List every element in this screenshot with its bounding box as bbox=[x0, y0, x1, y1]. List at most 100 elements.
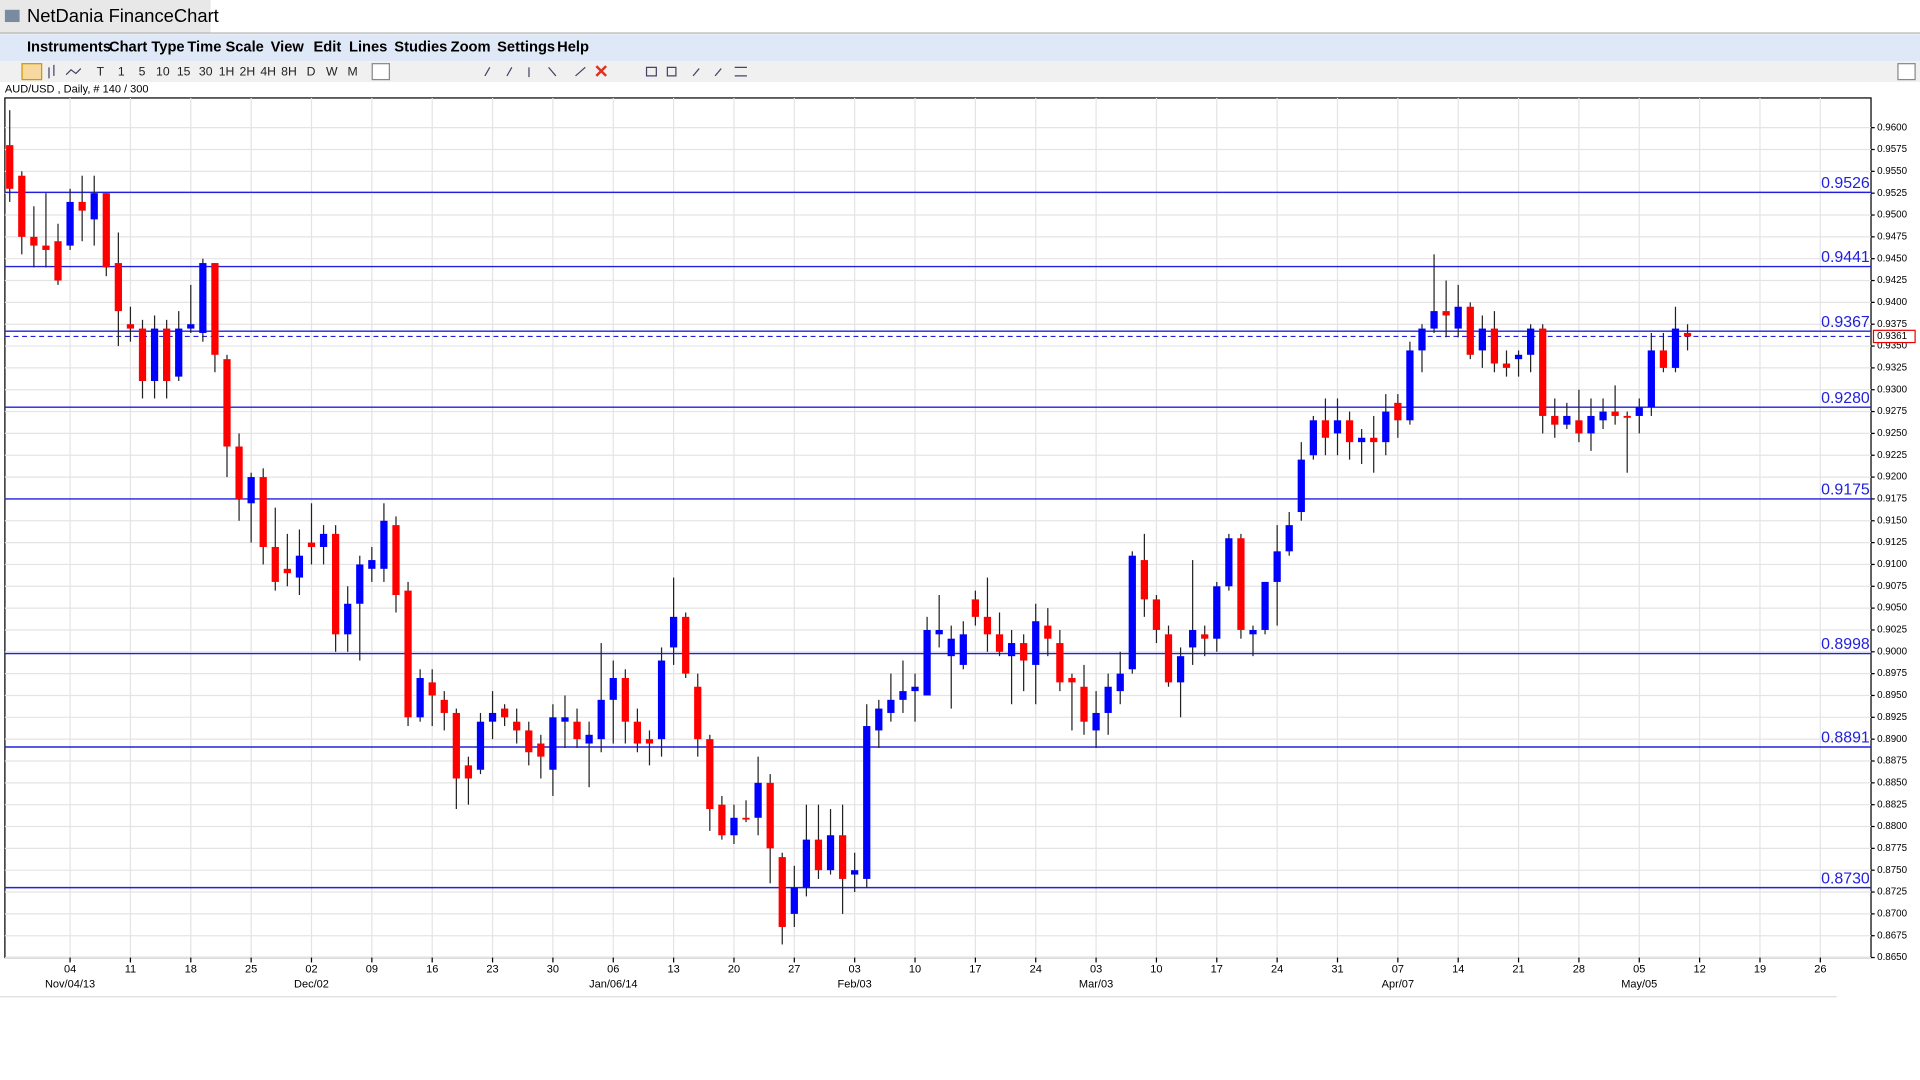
timeframe-button[interactable]: W bbox=[326, 64, 338, 78]
timeframe-button[interactable]: 5 bbox=[139, 64, 146, 78]
candle-body bbox=[790, 887, 798, 914]
x-tick-label: 12 bbox=[1693, 964, 1705, 976]
y-tick-label: 0.9025 bbox=[1877, 625, 1907, 636]
y-tick-label: 0.9350 bbox=[1877, 341, 1907, 352]
candle-body bbox=[1370, 437, 1378, 443]
candle-body bbox=[983, 616, 992, 635]
timeframe-button[interactable]: D bbox=[307, 64, 316, 78]
candle-body bbox=[959, 634, 967, 665]
candle-body bbox=[1056, 643, 1064, 683]
candle-body bbox=[235, 446, 243, 499]
timeframe-button[interactable]: 4H bbox=[260, 64, 276, 78]
candle-body bbox=[995, 634, 1004, 652]
candle-body bbox=[754, 782, 762, 818]
candle-body bbox=[78, 201, 86, 211]
candle-body bbox=[573, 721, 581, 740]
y-tick-label: 0.9400 bbox=[1877, 297, 1907, 308]
menu-item[interactable]: Settings bbox=[497, 40, 555, 56]
x-tick-label: 20 bbox=[728, 964, 740, 976]
candle-body bbox=[911, 686, 919, 692]
candle-body bbox=[1092, 712, 1100, 731]
toolbar-button[interactable] bbox=[1897, 63, 1916, 81]
y-tick-label: 0.8925 bbox=[1877, 712, 1907, 723]
candle-body bbox=[1623, 415, 1631, 418]
menu-item[interactable]: Studies bbox=[394, 40, 447, 56]
y-tick-label: 0.8850 bbox=[1877, 777, 1907, 788]
candle-body bbox=[766, 782, 774, 849]
candle-body bbox=[452, 712, 460, 779]
timeframe-button[interactable]: 8H bbox=[281, 64, 297, 78]
menu-item[interactable]: Chart Type bbox=[109, 40, 185, 56]
candle-body bbox=[428, 682, 436, 696]
candle-body bbox=[1152, 599, 1161, 630]
candle-body bbox=[1611, 411, 1619, 416]
menu-item[interactable]: Help bbox=[557, 40, 589, 56]
x-tick-label: 04 bbox=[64, 964, 76, 976]
x-major-label: May/05 bbox=[1621, 978, 1657, 990]
x-major-label: Feb/03 bbox=[838, 978, 872, 990]
y-tick-label: 0.9575 bbox=[1877, 144, 1907, 155]
x-tick-label: 26 bbox=[1814, 964, 1826, 976]
candle-body bbox=[1080, 686, 1088, 722]
candle-body bbox=[645, 739, 654, 744]
candle-body bbox=[1068, 678, 1076, 683]
level-label: 0.9367 bbox=[1821, 314, 1870, 331]
x-major-label: Mar/03 bbox=[1079, 978, 1113, 990]
candle-body bbox=[138, 328, 147, 381]
candle-body bbox=[1382, 411, 1390, 443]
candle-body bbox=[1418, 328, 1426, 351]
toolbar bbox=[0, 61, 1920, 83]
candle-body bbox=[1237, 538, 1245, 630]
candle-body bbox=[971, 599, 979, 617]
candle-body bbox=[1635, 407, 1643, 416]
timeframe-button[interactable]: 2H bbox=[240, 64, 256, 78]
title-tab bbox=[0, 0, 211, 34]
y-tick-label: 0.8675 bbox=[1877, 930, 1907, 941]
candle-body bbox=[163, 328, 171, 381]
candle-body bbox=[1683, 332, 1692, 337]
menu-item[interactable]: View bbox=[271, 40, 305, 56]
candle-body bbox=[1176, 656, 1185, 683]
x-tick-label: 27 bbox=[788, 964, 800, 976]
timeframe-button[interactable]: 30 bbox=[199, 64, 213, 78]
menu-item[interactable]: Edit bbox=[313, 40, 341, 56]
candle-body bbox=[657, 660, 666, 740]
candle-body bbox=[935, 629, 943, 635]
timeframe-button[interactable]: M bbox=[348, 64, 358, 78]
candle-body bbox=[1647, 350, 1655, 408]
candle-body bbox=[1502, 363, 1511, 368]
timeframe-button[interactable]: 10 bbox=[156, 64, 170, 78]
y-tick-label: 0.9150 bbox=[1877, 515, 1907, 526]
candle-body bbox=[476, 721, 485, 770]
candle-body bbox=[549, 717, 557, 770]
y-tick-label: 0.9100 bbox=[1877, 559, 1907, 570]
timeframe-button[interactable]: 15 bbox=[177, 64, 191, 78]
menu-item[interactable]: Time Scale bbox=[187, 40, 263, 56]
candle-body bbox=[1358, 437, 1366, 443]
candle-body bbox=[1020, 643, 1028, 661]
candle-body bbox=[1514, 354, 1523, 360]
candle-body bbox=[319, 533, 328, 547]
candle-body bbox=[1333, 420, 1342, 434]
timeframe-button[interactable]: 1 bbox=[118, 64, 125, 78]
candle-body bbox=[1539, 328, 1547, 416]
candle-body bbox=[368, 560, 376, 569]
candle-body bbox=[1225, 538, 1233, 587]
candle-body bbox=[332, 533, 340, 635]
timeframe-button[interactable]: T bbox=[97, 64, 105, 78]
candle-body bbox=[1442, 311, 1450, 316]
menu-item[interactable]: Zoom bbox=[451, 40, 491, 56]
y-tick-label: 0.8725 bbox=[1877, 887, 1907, 898]
timeframe-button[interactable]: 1H bbox=[219, 64, 235, 78]
candle-body bbox=[66, 201, 74, 246]
candle-body bbox=[1189, 629, 1197, 648]
menu-item[interactable]: Lines bbox=[349, 40, 387, 56]
y-tick-label: 0.9050 bbox=[1877, 603, 1907, 614]
y-tick-label: 0.8875 bbox=[1877, 756, 1907, 767]
candle-body bbox=[1527, 328, 1535, 355]
menu-item[interactable]: Instruments bbox=[27, 40, 111, 56]
candle-body bbox=[380, 520, 388, 569]
candle-body bbox=[211, 263, 219, 355]
x-tick-label: 10 bbox=[909, 964, 921, 976]
